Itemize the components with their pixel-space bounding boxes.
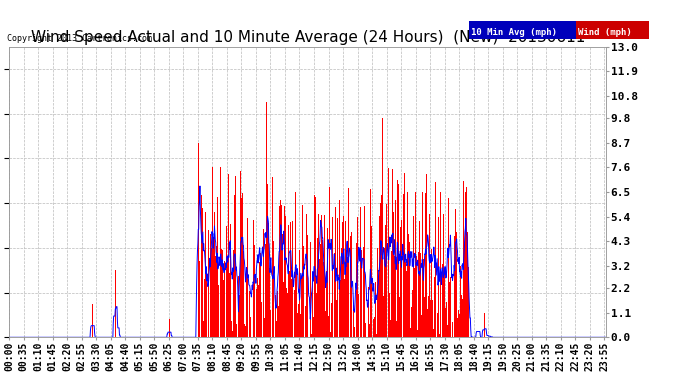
Title: Wind Speed Actual and 10 Minute Average (24 Hours)  (New)  20130611: Wind Speed Actual and 10 Minute Average … <box>30 30 585 45</box>
Text: Copyright 2013 Cartronics.com: Copyright 2013 Cartronics.com <box>7 34 152 43</box>
Text: Wind (mph): Wind (mph) <box>578 28 632 37</box>
Text: 10 Min Avg (mph): 10 Min Avg (mph) <box>471 28 558 37</box>
